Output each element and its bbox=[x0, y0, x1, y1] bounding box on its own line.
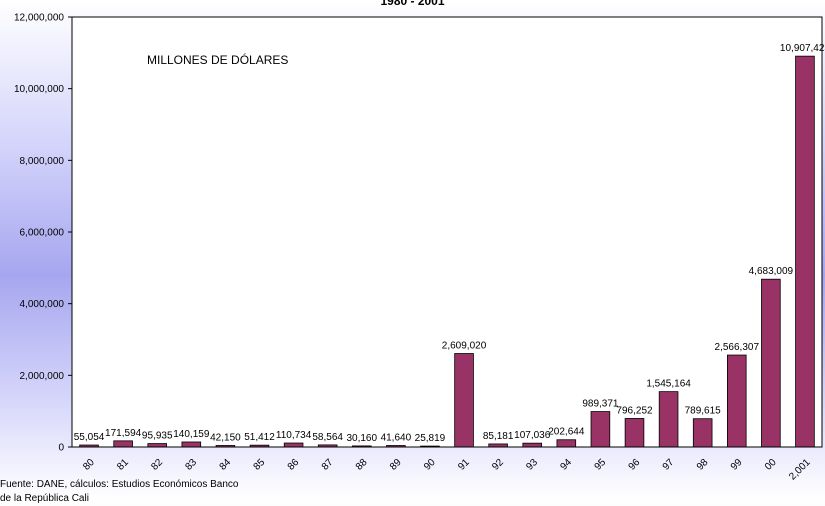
bar-value-label: 171,594 bbox=[105, 428, 142, 439]
x-tick-label: 94 bbox=[558, 457, 574, 473]
bar bbox=[726, 354, 747, 448]
x-tick-label: 89 bbox=[388, 457, 404, 473]
source-note-line-2: de la República Cali bbox=[0, 493, 89, 504]
bar bbox=[624, 418, 645, 448]
bar-value-label: 10,907,423 bbox=[780, 43, 825, 54]
bar-value-label: 51,412 bbox=[244, 432, 275, 443]
x-tick-label: 80 bbox=[81, 457, 97, 473]
bar bbox=[147, 443, 168, 448]
bar-value-label: 140,159 bbox=[173, 429, 210, 440]
x-tick-label: 91 bbox=[456, 457, 472, 473]
bar-value-label: 107,036 bbox=[514, 430, 551, 441]
x-tick-label: 00 bbox=[763, 457, 779, 473]
bar-value-label: 4,683,009 bbox=[749, 266, 794, 277]
y-tick-label: 8,000,000 bbox=[20, 156, 65, 167]
bar-value-label: 58,564 bbox=[312, 432, 343, 443]
bar-value-label: 789,615 bbox=[685, 406, 722, 417]
bar bbox=[181, 441, 202, 448]
x-tick-label: 90 bbox=[422, 457, 438, 473]
bar bbox=[795, 55, 815, 448]
bar-value-label: 202,644 bbox=[548, 427, 585, 438]
bar-value-label: 2,609,020 bbox=[442, 341, 487, 352]
bar-value-label: 110,734 bbox=[276, 430, 312, 441]
bar bbox=[692, 418, 713, 448]
x-tick-label: 96 bbox=[627, 457, 643, 473]
x-tick-label: 86 bbox=[286, 457, 302, 473]
x-tick-label: 85 bbox=[252, 457, 268, 473]
source-note-line-1: Fuente: DANE, cálculos: Estudios Económi… bbox=[0, 479, 239, 490]
bar-value-label: 30,160 bbox=[346, 433, 377, 444]
x-tick-label: 84 bbox=[218, 457, 234, 473]
bar-value-label: 85,181 bbox=[483, 431, 514, 442]
x-tick-label: 2,001 bbox=[787, 457, 813, 483]
x-tick-label: 88 bbox=[354, 457, 370, 473]
bar bbox=[590, 411, 611, 448]
bar bbox=[283, 442, 304, 448]
bar-value-label: 796,252 bbox=[616, 405, 653, 416]
bar-value-label: 1,545,164 bbox=[646, 379, 691, 390]
bar-value-label: 25,819 bbox=[415, 433, 446, 444]
plot-area bbox=[72, 17, 822, 447]
x-tick-label: 83 bbox=[183, 457, 199, 473]
y-tick-label: 10,000,000 bbox=[14, 84, 64, 95]
bar-value-label: 2,566,307 bbox=[715, 342, 760, 353]
y-tick-label: 12,000,000 bbox=[14, 13, 64, 24]
source-note: Fuente: DANE, cálculos: Estudios Económi… bbox=[0, 478, 238, 506]
units-annotation: MILLONES DE DÓLARES bbox=[147, 53, 289, 67]
bar bbox=[658, 391, 679, 448]
y-tick-label: 2,000,000 bbox=[20, 371, 65, 382]
bar-value-label: 41,640 bbox=[381, 433, 412, 444]
bar bbox=[522, 442, 543, 448]
bar bbox=[761, 278, 781, 448]
bar bbox=[113, 440, 133, 448]
x-tick-label: 81 bbox=[115, 457, 131, 473]
y-tick-label: 4,000,000 bbox=[20, 299, 65, 310]
x-tick-label: 95 bbox=[593, 457, 609, 473]
x-tick-label: 93 bbox=[524, 457, 540, 473]
x-tick-label: 82 bbox=[149, 457, 165, 473]
x-tick-label: 92 bbox=[490, 457, 506, 473]
x-tick-label: 98 bbox=[695, 457, 711, 473]
y-tick-label: 0 bbox=[58, 443, 64, 454]
x-tick-label: 99 bbox=[729, 457, 745, 473]
x-tick-label: 87 bbox=[320, 457, 336, 473]
x-tick-label: 97 bbox=[661, 457, 677, 473]
bar bbox=[556, 439, 577, 448]
y-tick-label: 6,000,000 bbox=[20, 228, 65, 239]
bar-value-label: 95,935 bbox=[142, 431, 173, 442]
chart-title: 1980 - 2001 bbox=[380, 0, 445, 8]
bar-value-label: 55,054 bbox=[74, 432, 105, 443]
bar-value-label: 989,371 bbox=[582, 399, 619, 410]
bar-value-label: 42,150 bbox=[210, 432, 241, 443]
bar bbox=[454, 353, 474, 448]
